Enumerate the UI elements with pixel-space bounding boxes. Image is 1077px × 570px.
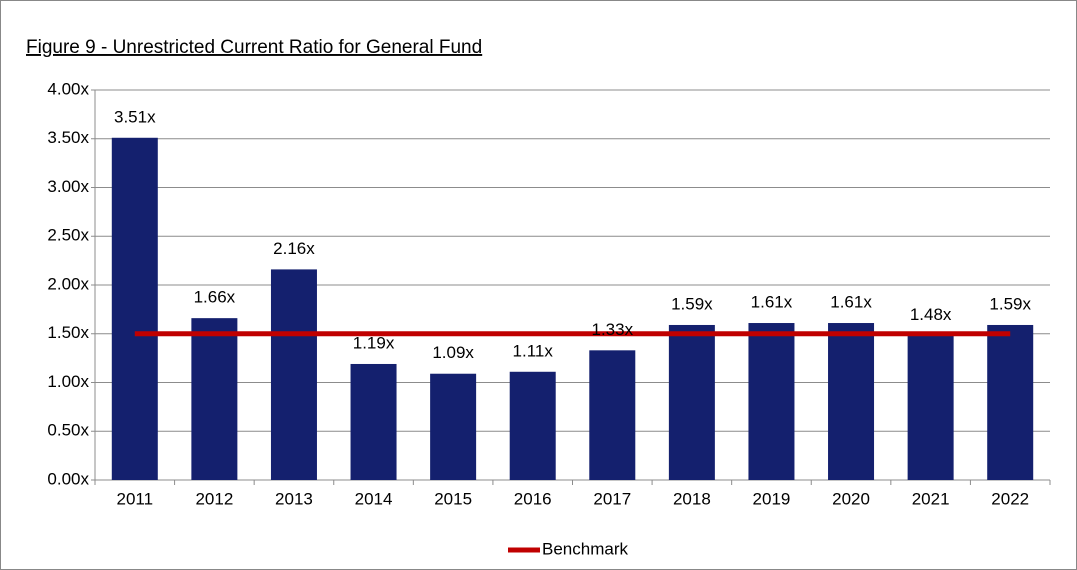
value-label: 1.59x	[989, 294, 1031, 313]
bar	[430, 373, 477, 480]
bar	[111, 137, 158, 480]
y-tick-label: 3.50x	[47, 128, 89, 147]
y-tick-label: 0.00x	[47, 469, 89, 488]
x-tick-label: 2013	[275, 489, 313, 508]
legend-label: Benchmark	[542, 539, 628, 558]
x-tick-label: 2021	[912, 489, 950, 508]
y-tick-label: 4.00x	[47, 79, 89, 98]
y-tick-label: 3.00x	[47, 177, 89, 196]
value-label: 3.51x	[114, 107, 156, 126]
y-tick-label: 0.50x	[47, 421, 89, 440]
value-label: 1.61x	[751, 293, 793, 312]
value-label: 1.61x	[830, 293, 872, 312]
bar	[907, 335, 954, 480]
y-tick-label: 2.50x	[47, 226, 89, 245]
value-label: 1.33x	[591, 320, 633, 339]
x-tick-label: 2014	[355, 489, 393, 508]
y-tick-label: 1.00x	[47, 372, 89, 391]
value-label: 1.11x	[513, 341, 554, 360]
chart-title: Figure 9 - Unrestricted Current Ratio fo…	[26, 37, 482, 58]
value-label: 1.19x	[353, 333, 395, 352]
bar	[350, 363, 397, 480]
y-tick-label: 1.50x	[47, 323, 89, 342]
x-tick-label: 2017	[593, 489, 631, 508]
x-tick-label: 2011	[117, 489, 154, 508]
x-tick-label: 2022	[991, 489, 1029, 508]
bar	[589, 350, 636, 480]
bar	[270, 269, 317, 480]
value-label: 1.09x	[432, 343, 474, 362]
bar	[828, 323, 875, 480]
x-tick-label: 2020	[832, 489, 870, 508]
bar	[668, 324, 715, 480]
x-tick-label: 2018	[673, 489, 711, 508]
x-tick-label: 2015	[434, 489, 472, 508]
x-tick-label: 2016	[514, 489, 552, 508]
x-tick-label: 2012	[195, 489, 233, 508]
bar	[987, 324, 1034, 480]
value-label: 1.59x	[671, 294, 713, 313]
value-label: 1.48x	[910, 305, 952, 324]
value-label: 1.66x	[194, 288, 236, 307]
y-tick-label: 2.00x	[47, 274, 89, 293]
value-label: 2.16x	[273, 239, 315, 258]
x-tick-label: 2019	[753, 489, 791, 508]
bar	[748, 323, 795, 480]
bar	[191, 318, 238, 480]
bar	[509, 371, 556, 480]
